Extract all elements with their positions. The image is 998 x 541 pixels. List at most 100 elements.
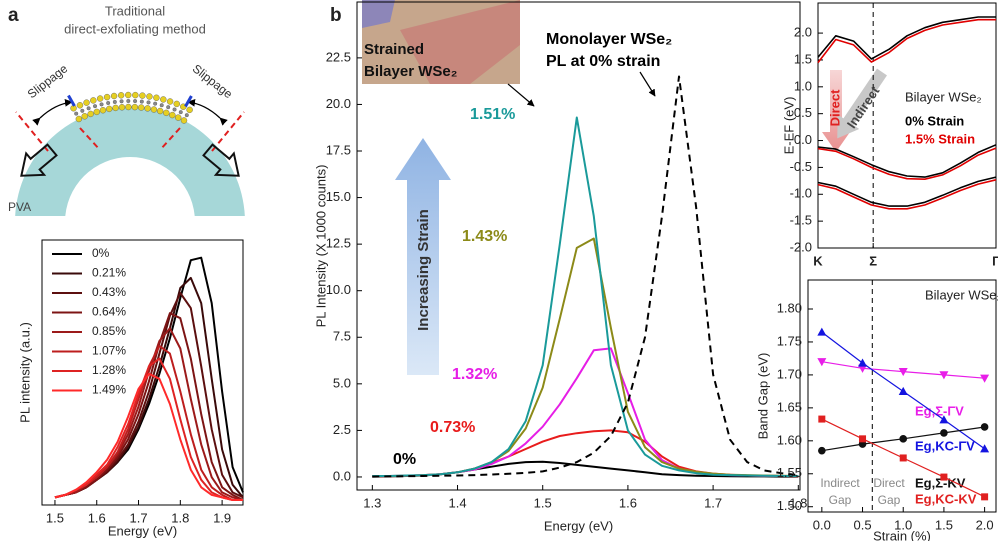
substrate-label: PVA <box>8 200 31 214</box>
y-tick-label: 0.0 <box>333 468 351 483</box>
arrow-label: Increasing Strain <box>415 209 432 331</box>
chart: 1.3 1.4 1.5 1.6 1.7 1.8 0.0 2.5 5.0 7.5 10.0 12.5 15… <box>313 1 807 533</box>
plot-frame <box>817 2 997 249</box>
series-line <box>817 147 997 180</box>
y-tick-label: 7.5 <box>333 329 351 344</box>
atom <box>172 107 177 112</box>
y-axis-label: E-EF (eV) <box>781 97 796 155</box>
legend-label: 1.5% Strain <box>905 131 975 146</box>
panel-label: a <box>8 5 19 26</box>
atom <box>153 101 158 106</box>
y-tick-label: 1.75 <box>777 333 802 348</box>
atom <box>169 111 176 119</box>
atom <box>125 103 132 111</box>
atom <box>180 117 188 124</box>
pull-arrow <box>202 143 240 177</box>
mask <box>0 216 260 226</box>
atom <box>173 100 180 108</box>
point <box>940 429 948 437</box>
atom <box>119 99 124 104</box>
y-tick-label: 20.0 <box>326 96 351 111</box>
series-line <box>817 16 996 60</box>
point <box>940 473 948 481</box>
y-tick-label: -2.0 <box>790 239 812 254</box>
x-tick-label: Γ <box>992 253 998 268</box>
y-tick-label: 1.80 <box>777 300 802 315</box>
pointer <box>507 83 535 107</box>
x-tick-label: 1.6 <box>619 495 637 510</box>
series-label: Monolayer WSe₂ <box>546 31 672 48</box>
atom <box>117 92 125 99</box>
point <box>858 364 868 373</box>
point <box>980 374 990 383</box>
x-tick-label: 1.5 <box>534 495 552 510</box>
point <box>939 415 949 424</box>
atom <box>103 93 111 101</box>
x-tick-label: 2.0 <box>976 517 994 532</box>
atom <box>90 97 97 104</box>
y-tick-label: 0.5 <box>794 105 812 120</box>
y-tick-label: 2.0 <box>794 25 812 40</box>
region-label: Direct <box>873 476 905 490</box>
x-tick-label: 1.6 <box>88 510 106 525</box>
y-tick-label: 1.50 <box>777 498 802 513</box>
legend-label: 1.49% <box>92 383 126 397</box>
y-tick-label: 12.5 <box>326 236 351 251</box>
atom <box>74 111 79 116</box>
point <box>898 368 908 377</box>
series-line <box>817 18 996 64</box>
series-label: Eg,Σ-KV <box>915 475 966 490</box>
atom <box>132 91 139 99</box>
atom <box>87 110 94 118</box>
y-tick-label: -1.0 <box>790 186 812 201</box>
chart: 1.5 1.6 1.7 1.8 1.9 Energy (eV) PL intensity (… <box>17 239 244 538</box>
atom <box>153 94 160 101</box>
point <box>818 446 826 455</box>
annotation: Bilayer WSe₂ <box>905 89 982 104</box>
edge-mark <box>184 95 193 108</box>
x-tick-label: 1.7 <box>129 510 147 525</box>
y-tick-label: 15.0 <box>326 189 351 204</box>
atom <box>112 104 119 112</box>
y-tick-label: 1.70 <box>777 366 802 381</box>
substrate-region <box>362 0 395 28</box>
chart: K Σ Γ 2.0 1.5 1.0 0.5 0.0 -0.5 -1.0 -1.5 -2.0 E-EF (… <box>781 2 998 268</box>
edge-mark <box>67 94 76 107</box>
atom <box>144 105 151 112</box>
point <box>859 435 867 443</box>
atom <box>159 103 164 108</box>
diagram-title: Traditional <box>105 3 165 18</box>
inset-label: Strained <box>364 41 424 58</box>
y-tick-label: 1.55 <box>777 465 802 480</box>
slippage-label: Slippage <box>25 61 71 101</box>
legend-label: 0% Strain <box>905 113 964 128</box>
series-line <box>54 345 243 501</box>
slip-line <box>15 111 49 152</box>
series-line <box>372 429 799 478</box>
region-label: Gap <box>829 493 852 507</box>
pointer <box>639 71 656 97</box>
atom <box>112 99 117 104</box>
slip-arrow <box>32 98 73 126</box>
atom <box>156 107 164 115</box>
legend-label: 1.07% <box>92 344 126 358</box>
point <box>858 358 868 367</box>
atom <box>99 102 104 107</box>
series-line <box>817 176 997 207</box>
atom <box>133 99 138 104</box>
series-line <box>817 144 997 178</box>
atom <box>175 114 182 121</box>
atom <box>184 113 189 118</box>
atom <box>146 93 153 100</box>
chart: 0.0 0.5 1.0 1.5 2.0 1.50 1.55 1.60 1.65 1.70 1.75 1… <box>755 279 998 541</box>
legend-label: 0% <box>92 246 110 260</box>
legend-label: 1.28% <box>92 363 126 377</box>
inset-label: Bilayer WSe₂ <box>364 63 457 80</box>
series-line <box>372 75 799 478</box>
annotation: Bilayer WSe₂ <box>925 287 998 302</box>
region-label: Gap <box>878 493 901 507</box>
strain-arrow <box>395 138 451 375</box>
pull-arrow <box>20 143 58 177</box>
atom <box>118 104 126 111</box>
